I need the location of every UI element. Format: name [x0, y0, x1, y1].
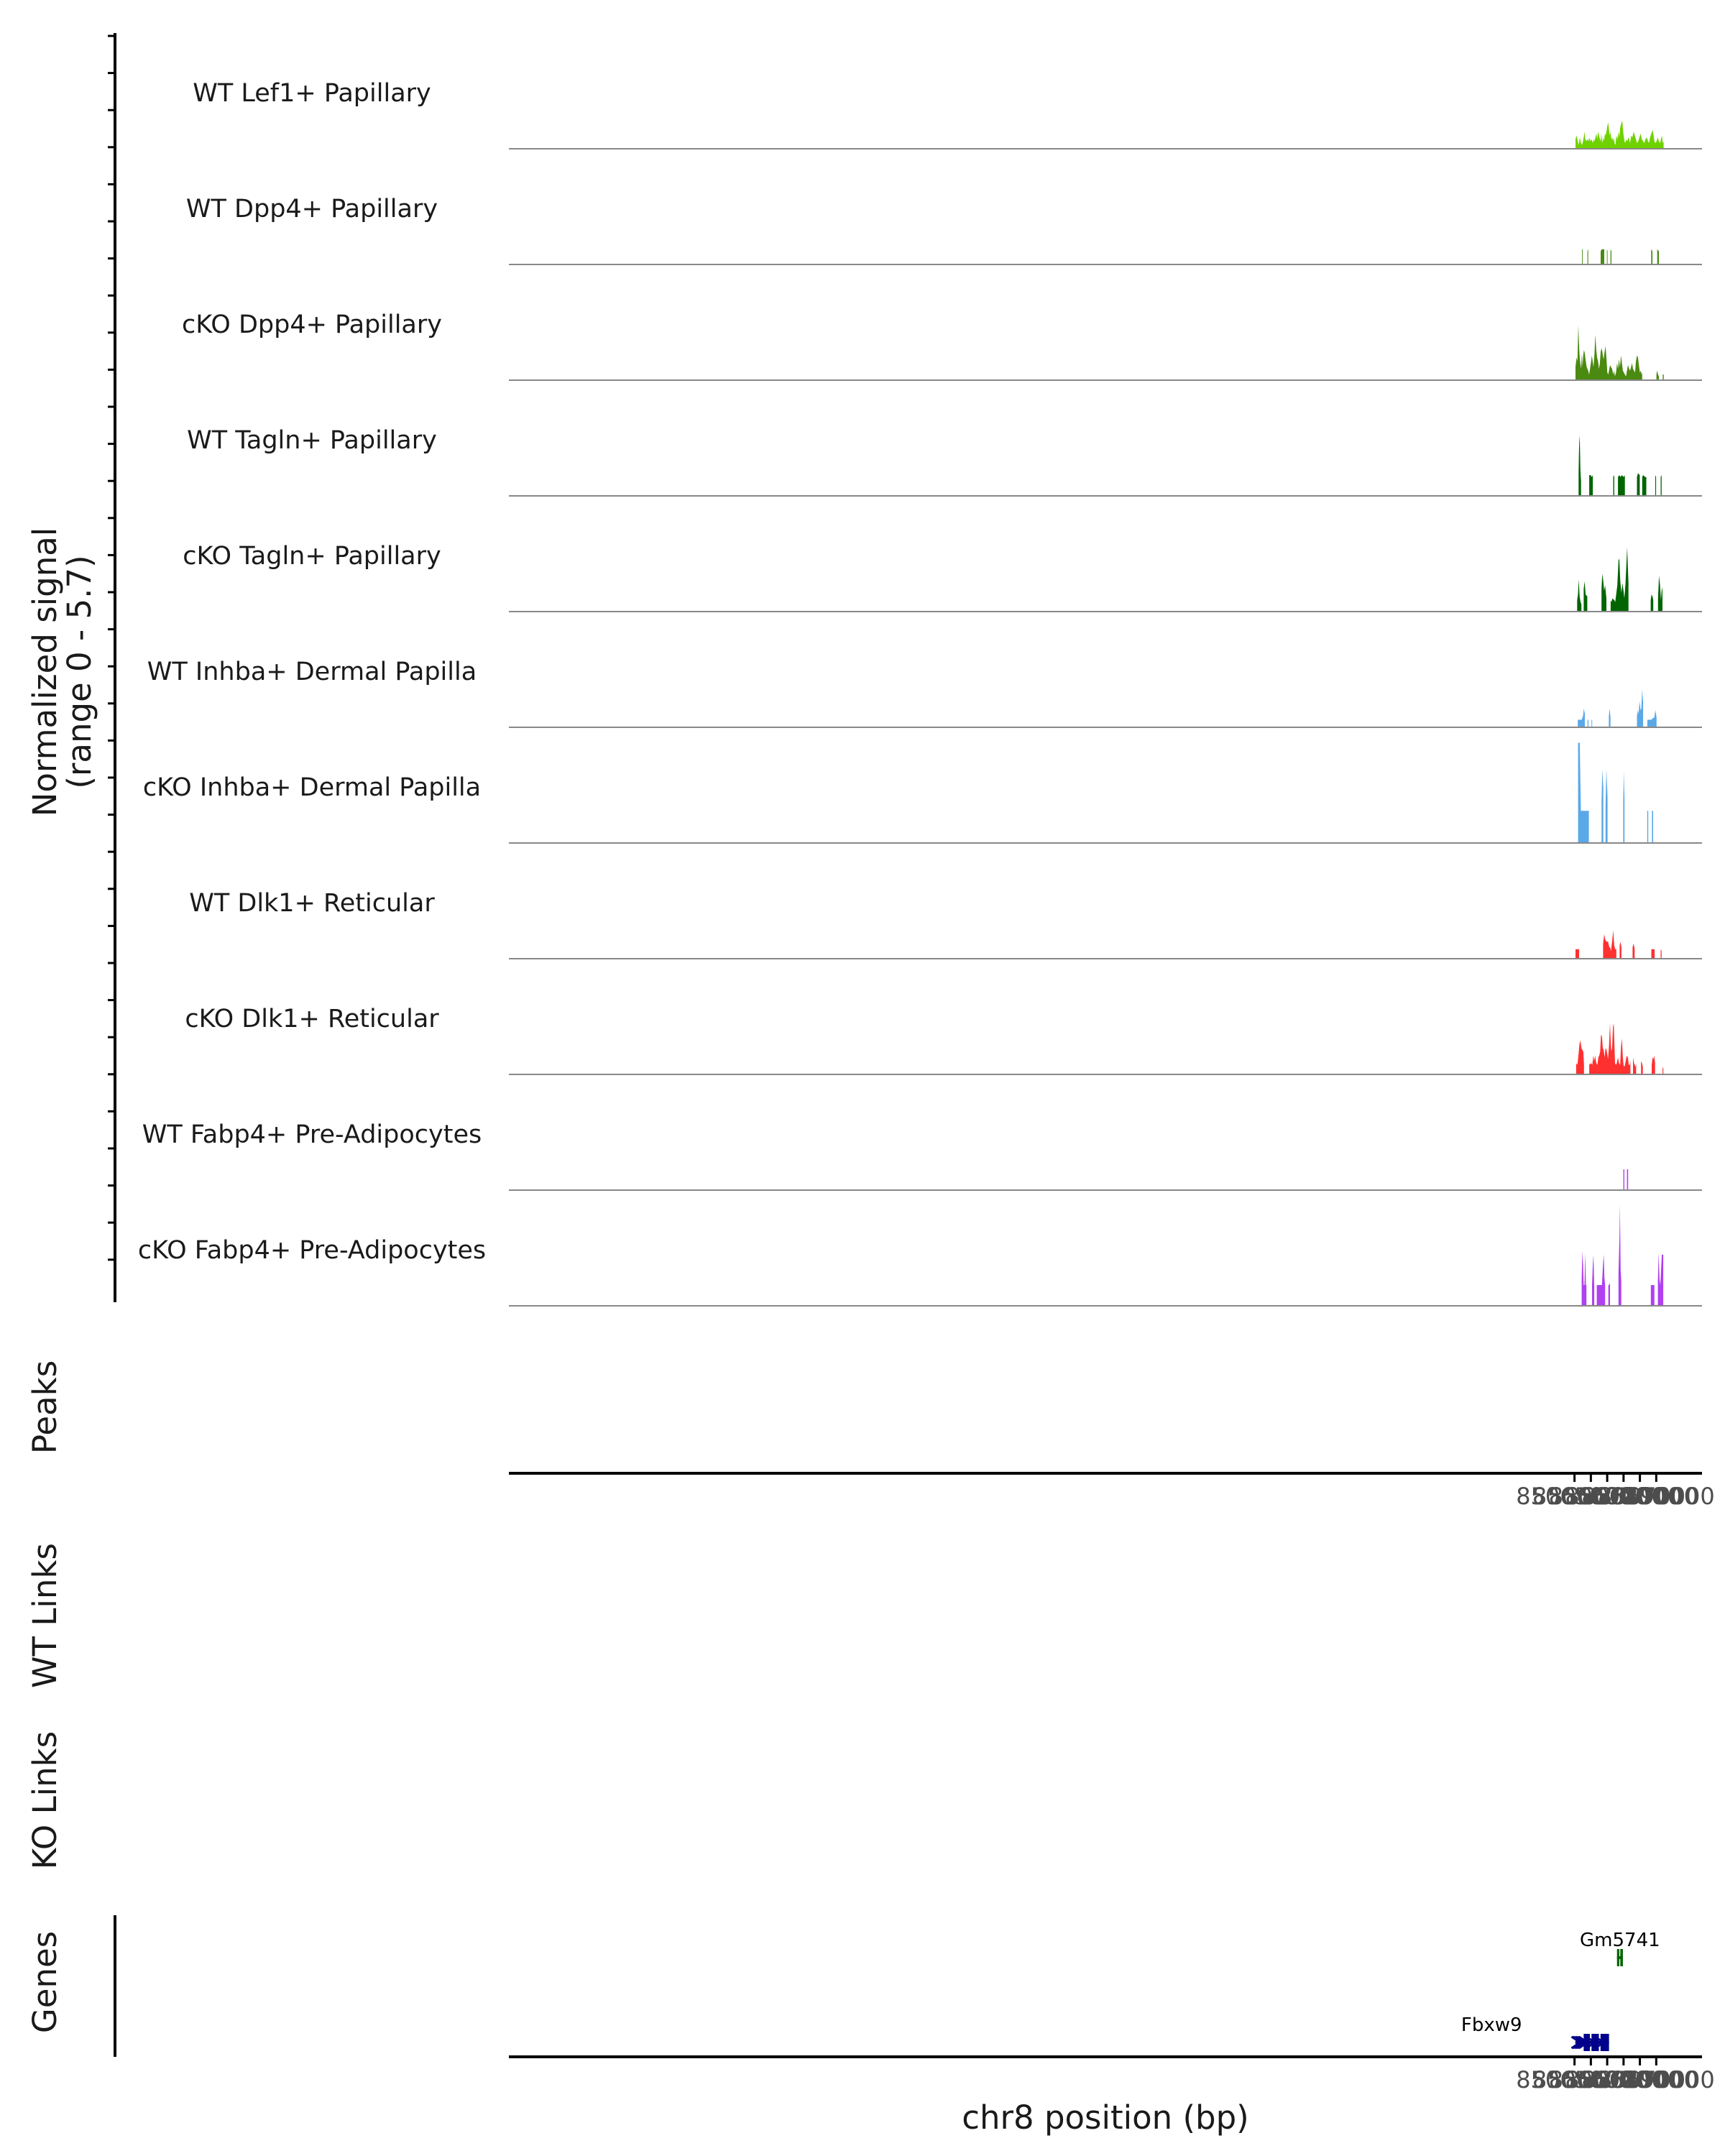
track-label-wt-dpp4-papillary: WT Dpp4+ Papillary [186, 195, 438, 224]
peaks-track-label: Peaks [26, 1360, 64, 1454]
y-axis-range: (range 0 - 5.7) [60, 555, 98, 788]
coverage-area-cko-fabp4-pre-adipocytes-3 [1608, 1283, 1610, 1306]
coverage-area-cko-dpp4-papillary-0 [1576, 325, 1642, 380]
coverage-area-wt-inhba-dermal-papilla-3 [1609, 708, 1611, 727]
coverage-area-cko-inhba-dermal-papilla-0 [1578, 742, 1589, 843]
coverage-area-cko-inhba-dermal-papilla-5 [1652, 811, 1653, 843]
coverage-area-cko-dlk1-reticular-4 [1652, 1055, 1655, 1074]
track-label-cko-dlk1-reticular: cKO Dlk1+ Reticular [185, 1005, 439, 1033]
coverage-area-wt-tagln-papillary-1 [1589, 475, 1593, 496]
coverage-area-cko-dlk1-reticular-3 [1641, 1061, 1643, 1074]
x-tick-label-5: 85070000 [1598, 1483, 1715, 1510]
x-axis-ticks-bottom: 8506500085066000850670008506800085069000… [1516, 2058, 1715, 2093]
coverage-area-cko-dpp4-papillary-2 [1662, 374, 1664, 380]
coverage-area-wt-dlk1-reticular-5 [1660, 949, 1662, 959]
coverage-area-wt-dpp4-papillary-2 [1601, 249, 1604, 264]
coverage-area-wt-dlk1-reticular-0 [1576, 949, 1579, 959]
exon-gm5741-0 [1616, 1949, 1619, 1966]
coverage-area-cko-fabp4-pre-adipocytes-2 [1596, 1254, 1606, 1306]
coverage-area-cko-inhba-dermal-papilla-1 [1601, 769, 1604, 843]
coverage-area-wt-inhba-dermal-papilla-2 [1591, 719, 1593, 727]
coverage-area-wt-tagln-papillary-0 [1578, 435, 1581, 496]
ko-links-label: KO Links [26, 1731, 64, 1869]
strand-arrow-fbxw9 [1594, 2035, 1606, 2050]
coverage-area-wt-dpp4-papillary-9 [1651, 249, 1653, 264]
x-tick-label-4: 85069000 [1581, 2066, 1698, 2093]
track-label-cko-inhba-dermal-papilla: cKO Inhba+ Dermal Papilla [143, 773, 481, 802]
coverage-area-cko-tagln-papillary-4 [1650, 594, 1654, 612]
x-tick-label-3: 85068000 [1565, 2066, 1682, 2093]
coverage-area-wt-inhba-dermal-papilla-5 [1647, 710, 1657, 727]
coverage-area-cko-dlk1-reticular-0 [1576, 1040, 1584, 1074]
x-tick-label-1: 85066000 [1532, 1483, 1650, 1510]
track-label-cko-tagln-papillary: cKO Tagln+ Papillary [183, 542, 441, 571]
track-label-wt-tagln-papillary: WT Tagln+ Papillary [187, 426, 437, 455]
coverage-area-cko-dlk1-reticular-5 [1662, 1067, 1664, 1074]
coverage-tracks: WT Lef1+ Papillary WT Dpp4+ Papillary cKO … [138, 79, 1702, 1307]
coverage-area-wt-tagln-papillary-5 [1642, 475, 1647, 496]
track-label-wt-inhba-dermal-papilla: WT Inhba+ Dermal Papilla [147, 658, 477, 686]
x-tick-label-4: 85069000 [1581, 1483, 1698, 1510]
strand-arrow-fbxw9 [1578, 2035, 1590, 2050]
coverage-area-wt-dlk1-reticular-1 [1603, 930, 1616, 959]
coverage-area-cko-dlk1-reticular-1 [1589, 1023, 1631, 1074]
coverage-area-wt-dlk1-reticular-4 [1651, 949, 1655, 959]
coverage-area-cko-dlk1-reticular-2 [1633, 1057, 1637, 1074]
exon-gm5741-1 [1620, 1949, 1623, 1966]
track-label-cko-fabp4-pre-adipocytes: cKO Fabp4+ Pre-Adipocytes [138, 1236, 486, 1265]
coverage-area-wt-lef1-papillary-0 [1576, 120, 1664, 149]
track-label-cko-dpp4-papillary: cKO Dpp4+ Papillary [182, 310, 442, 339]
x-axis-ticks-top: 8506500085066000850670008506800085069000… [1516, 1475, 1715, 1510]
coverage-area-cko-fabp4-pre-adipocytes-5 [1650, 1285, 1655, 1306]
coverage-area-cko-inhba-dermal-papilla-3 [1623, 771, 1625, 843]
coverage-area-cko-fabp4-pre-adipocytes-6 [1657, 1253, 1664, 1306]
coverage-area-cko-tagln-papillary-2 [1601, 573, 1606, 612]
coverage-area-cko-inhba-dermal-papilla-4 [1647, 811, 1649, 843]
gene-annotations: Fbxw9 Gm5741 [1461, 1930, 1660, 2051]
strand-arrow-fbxw9 [1586, 2035, 1597, 2050]
coverage-area-cko-tagln-papillary-1 [1583, 581, 1588, 612]
x-tick-label-0: 85065000 [1516, 1483, 1633, 1510]
x-tick-label-2: 85067000 [1549, 1483, 1666, 1510]
coverage-area-wt-dpp4-papillary-0 [1582, 249, 1583, 264]
coverage-area-cko-fabp4-pre-adipocytes-1 [1592, 1254, 1595, 1306]
coverage-area-wt-inhba-dermal-papilla-0 [1578, 708, 1585, 727]
track-label-wt-dlk1-reticular: WT Dlk1+ Reticular [189, 889, 435, 918]
coverage-area-wt-dpp4-papillary-3 [1606, 249, 1608, 264]
track-label-wt-lef1-papillary: WT Lef1+ Papillary [193, 79, 431, 108]
track-label-wt-fabp4-pre-adipocytes: WT Fabp4+ Pre-Adipocytes [142, 1120, 482, 1149]
coverage-area-wt-tagln-papillary-4 [1637, 473, 1640, 496]
coverage-area-wt-inhba-dermal-papilla-4 [1637, 689, 1644, 727]
x-tick-label-2: 85067000 [1549, 2066, 1666, 2093]
coverage-area-cko-dpp4-papillary-1 [1656, 370, 1659, 380]
x-tick-label-1: 85066000 [1532, 2066, 1650, 2093]
coverage-area-cko-fabp4-pre-adipocytes-4 [1618, 1203, 1622, 1306]
coverage-area-wt-tagln-papillary-3 [1618, 475, 1625, 496]
signal-y-ticks [108, 34, 115, 1261]
x-tick-label-0: 85065000 [1516, 2066, 1633, 2093]
coverage-area-cko-inhba-dermal-papilla-2 [1605, 769, 1608, 843]
coverage-area-wt-tagln-papillary-7 [1660, 475, 1662, 496]
coverage-area-wt-fabp4-pre-adipocytes-1 [1627, 1169, 1629, 1190]
wt-links-label: WT Links [26, 1543, 64, 1688]
coverage-area-cko-fabp4-pre-adipocytes-0 [1581, 1250, 1587, 1306]
coverage-area-cko-tagln-papillary-0 [1577, 579, 1582, 612]
y-axis-title: Normalized signal [26, 528, 64, 817]
coverage-area-wt-dlk1-reticular-3 [1632, 943, 1635, 959]
coverage-area-wt-dlk1-reticular-2 [1619, 941, 1622, 959]
x-tick-label-5: 85070000 [1598, 2066, 1715, 2093]
coverage-area-cko-tagln-papillary-3 [1610, 547, 1629, 612]
coverage-area-wt-tagln-papillary-6 [1655, 475, 1657, 496]
gene-label-gm5741: Gm5741 [1580, 1930, 1660, 1951]
coverage-area-cko-tagln-papillary-5 [1657, 576, 1662, 612]
x-axis-title: chr8 position (bp) [962, 2099, 1249, 2137]
x-tick-label-3: 85068000 [1565, 1483, 1682, 1510]
genes-track-label: Genes [26, 1931, 64, 2033]
coverage-area-wt-dpp4-papillary-10 [1657, 249, 1659, 264]
gene-label-fbxw9: Fbxw9 [1461, 2014, 1522, 2036]
